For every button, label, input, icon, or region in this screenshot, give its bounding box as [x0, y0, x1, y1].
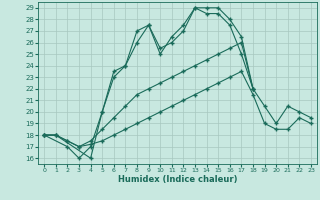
- X-axis label: Humidex (Indice chaleur): Humidex (Indice chaleur): [118, 175, 237, 184]
